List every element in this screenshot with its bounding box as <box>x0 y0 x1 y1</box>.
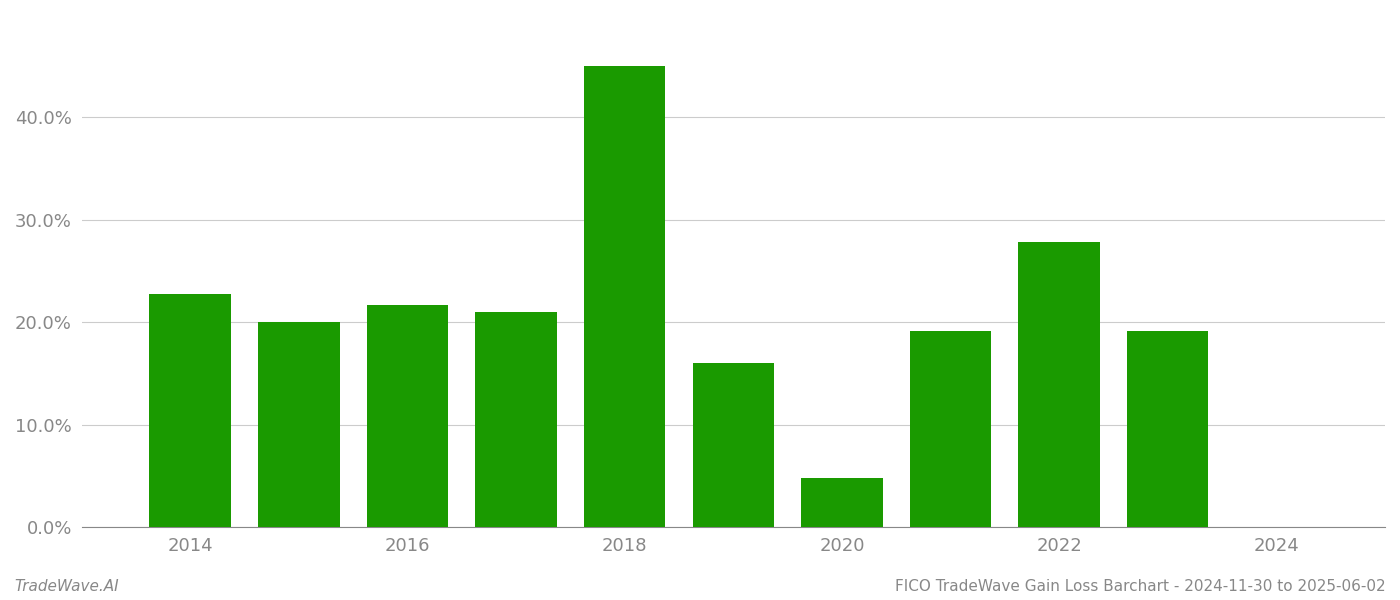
Bar <box>1127 331 1208 527</box>
Bar <box>367 305 448 527</box>
Bar <box>150 293 231 527</box>
Bar <box>476 312 557 527</box>
Bar <box>910 331 991 527</box>
Bar <box>1018 242 1100 527</box>
Bar <box>584 66 665 527</box>
Bar <box>693 364 774 527</box>
Bar <box>801 478 882 527</box>
Text: TradeWave.AI: TradeWave.AI <box>14 579 119 594</box>
Bar <box>258 322 340 527</box>
Text: FICO TradeWave Gain Loss Barchart - 2024-11-30 to 2025-06-02: FICO TradeWave Gain Loss Barchart - 2024… <box>896 579 1386 594</box>
